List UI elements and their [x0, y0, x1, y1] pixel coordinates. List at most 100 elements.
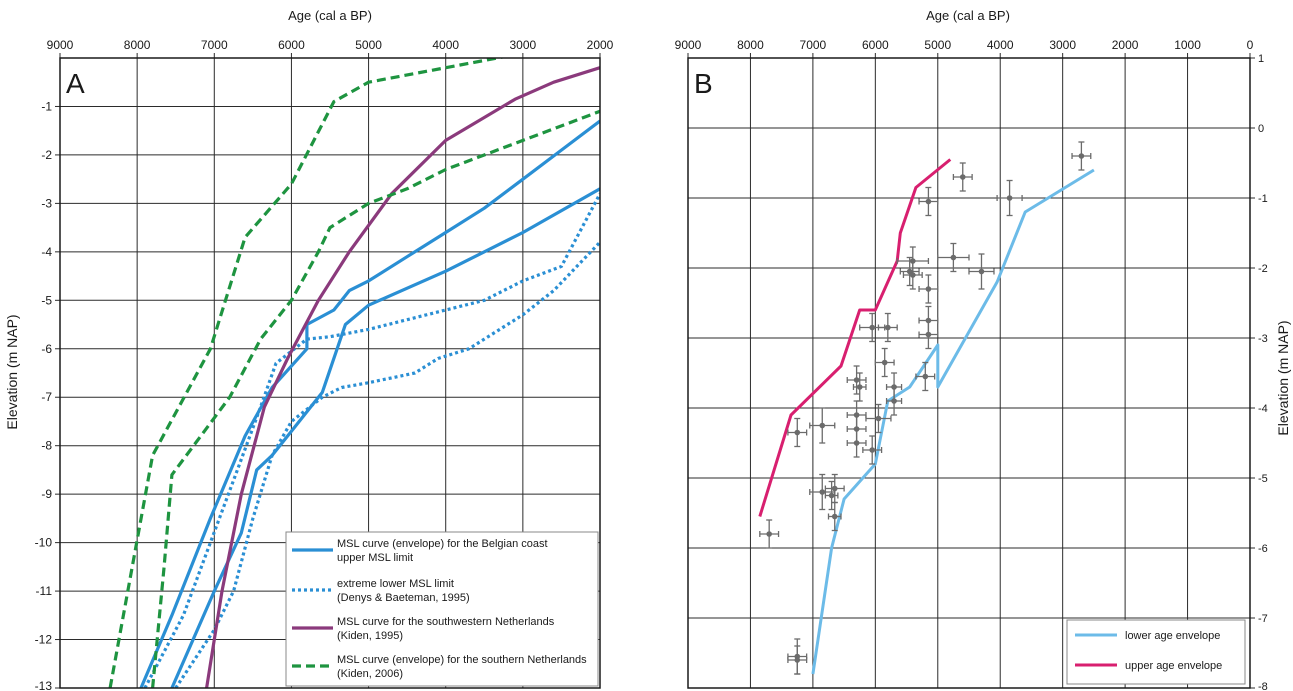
panel-b: 9000 8000 7000 6000 5000 4000 3000 2000 1000 010-…: [675, 8, 1291, 691]
data-point: [787, 645, 808, 675]
y-tick-label: 0: [1258, 123, 1264, 135]
data-point: [877, 312, 898, 343]
x-tick-label: 2000: [587, 38, 614, 52]
x-tick-label: 4000: [987, 38, 1014, 52]
data-point: [846, 428, 867, 458]
y-tick-label: -9: [41, 487, 52, 501]
y-tick-label: -7: [1258, 613, 1268, 625]
y-tick-label: -4: [41, 245, 52, 259]
data-point-marker: [794, 657, 801, 663]
x-tick-label: 2000: [1112, 38, 1139, 52]
y-tick-label: -3: [1258, 333, 1268, 345]
x-tick-label: 6000: [278, 38, 305, 52]
data-point-marker: [925, 198, 932, 205]
data-point: [902, 260, 923, 290]
data-point-marker: [794, 429, 801, 436]
data-point: [1071, 141, 1092, 171]
data-point: [787, 417, 808, 448]
x-tick-label: 3000: [1049, 38, 1076, 52]
data-point: [827, 501, 842, 532]
data-point-marker: [853, 377, 860, 383]
legend-box: [1066, 619, 1246, 685]
data-point-marker: [819, 422, 826, 429]
x-tick-label: 7000: [800, 38, 827, 52]
y-tick-label: -8: [1258, 681, 1268, 691]
data-point: [862, 435, 883, 465]
panel-a: 9000 8000 7000 6000 5000 4000 3000 2000 -1 -2 -3 -4…: [4, 8, 614, 691]
data-point: [996, 179, 1023, 217]
data-point: [952, 162, 973, 192]
data-point-marker: [925, 286, 932, 292]
y-tick-label: -5: [1258, 473, 1268, 485]
data-point: [915, 361, 936, 392]
data-point-marker: [1078, 153, 1085, 159]
series-line-lower: [811, 168, 1095, 675]
legend-label: (Kiden, 2006): [337, 668, 403, 680]
panel-label: A: [66, 68, 85, 99]
data-point-marker: [925, 331, 932, 338]
data-point-marker: [853, 440, 860, 446]
panel-a-series-group: [108, 58, 600, 688]
series-line-extreme: [174, 241, 600, 688]
data-point: [824, 480, 839, 511]
y-axis-title: Elevation (m NAP): [4, 314, 20, 429]
data-point-marker: [766, 531, 772, 537]
x-axis-title: Age (cal a BP): [288, 8, 372, 23]
series-line-belgian: [170, 187, 600, 688]
data-point-marker: [1006, 195, 1013, 201]
y-tick-label: -2: [41, 148, 52, 162]
data-point: [852, 372, 867, 402]
legend-label: MSL curve for the southwestern Netherlan…: [337, 616, 555, 628]
data-point: [899, 256, 920, 287]
x-tick-label: 9000: [47, 38, 74, 52]
data-point: [865, 403, 892, 434]
legend-label: lower age envelope: [1125, 630, 1220, 642]
data-point-marker: [869, 324, 876, 331]
x-tick-label: 0: [1247, 38, 1254, 52]
series-line-south: [108, 58, 507, 688]
y-tick-label: -11: [36, 584, 53, 598]
y-tick-label: -12: [35, 633, 53, 647]
y-tick-label: 1: [1258, 53, 1264, 65]
data-point: [824, 473, 845, 504]
data-point: [759, 519, 780, 549]
series-line-upper: [758, 158, 952, 517]
y-tick-label: -6: [1258, 543, 1268, 555]
x-tick-label: 8000: [124, 38, 151, 52]
series-line-south: [151, 109, 600, 688]
x-tick-label: 7000: [201, 38, 228, 52]
legend-box: [285, 531, 599, 687]
y-tick-label: -1: [1258, 193, 1268, 205]
y-tick-label: -2: [1258, 263, 1268, 275]
data-point: [968, 253, 995, 290]
series-line-sw: [205, 66, 600, 688]
data-point-marker: [881, 359, 888, 366]
x-tick-label: 8000: [737, 38, 764, 52]
x-tick-label: 3000: [510, 38, 537, 52]
panel-b-frame: [687, 57, 1251, 689]
series-line-extreme: [143, 192, 600, 688]
legend-label: (Kiden, 1995): [337, 630, 403, 642]
x-tick-label: 1000: [1174, 38, 1201, 52]
y-tick-label: -1: [41, 99, 52, 113]
x-tick-label: 9000: [675, 38, 702, 52]
y-tick-label: -13: [35, 679, 53, 691]
data-point: [885, 386, 903, 416]
legend-label: (Denys & Baeteman, 1995): [337, 592, 470, 604]
data-point: [918, 186, 939, 217]
legend-label: MSL curve (envelope) for the Belgian coa…: [337, 538, 548, 550]
data-point: [809, 407, 836, 444]
data-point-marker: [910, 272, 916, 278]
y-tick-label: -4: [1258, 403, 1268, 415]
y-tick-label: -7: [41, 390, 52, 404]
y-tick-label: -10: [35, 536, 53, 550]
data-point: [918, 274, 939, 304]
data-point: [918, 319, 939, 350]
series-line-belgian: [139, 119, 600, 688]
data-point-marker: [869, 447, 876, 453]
y-axis-title: Elevation (m NAP): [1275, 320, 1291, 435]
data-point-marker: [856, 384, 863, 390]
legend-label: upper MSL limit: [337, 552, 413, 564]
legend-label: MSL curve (envelope) for the southern Ne…: [337, 654, 587, 666]
data-point: [874, 347, 895, 378]
